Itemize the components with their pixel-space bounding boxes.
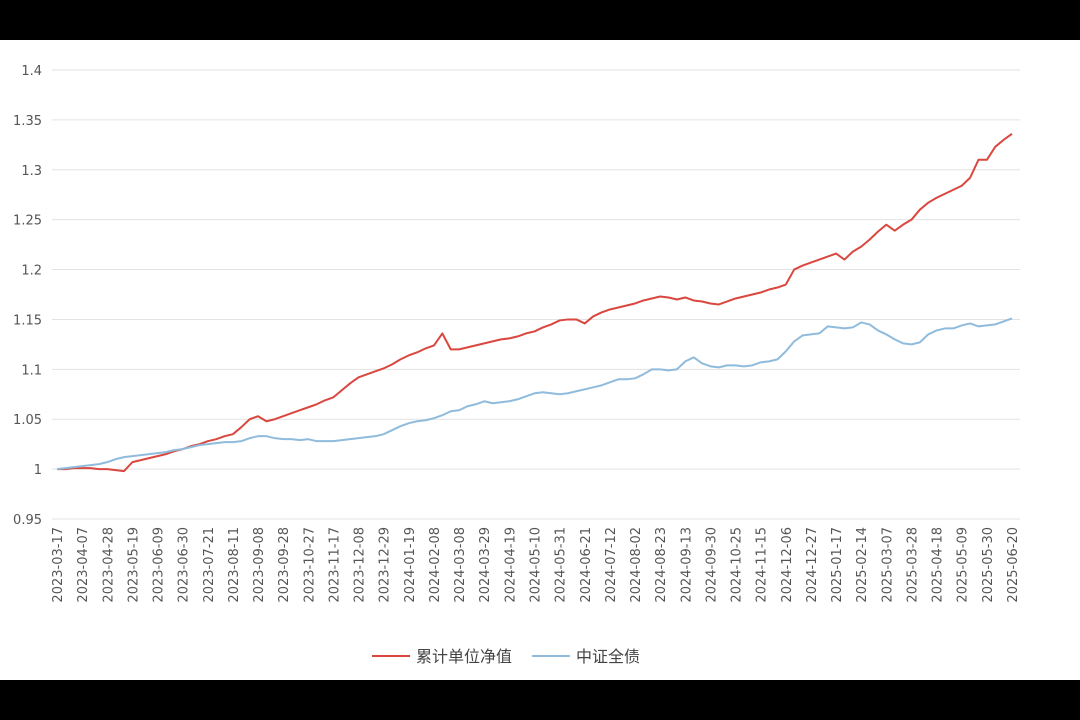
x-tick-label: 2023-06-09 [152,527,167,603]
x-tick-label: 2024-09-30 [704,527,719,603]
x-tick-label: 2024-02-08 [428,527,443,603]
y-tick-label: 1.2 [21,264,42,279]
y-tick-label: 1.35 [13,114,42,129]
x-tick-label: 2023-12-29 [378,527,393,603]
y-tick-label: 1.4 [21,64,42,79]
x-tick-label: 2025-05-30 [981,527,996,603]
y-tick-label: 1.1 [21,363,42,378]
legend-label: 累计单位净值 [416,647,512,666]
x-tick-label: 2023-09-08 [252,527,267,603]
x-tick-label: 2024-09-13 [679,527,694,603]
x-tick-label: 2024-12-06 [780,527,795,603]
y-tick-label: 0.95 [13,513,42,528]
x-tick-label: 2024-05-31 [554,527,569,603]
x-tick-label: 2024-03-29 [478,527,493,603]
x-tick-label: 2024-11-15 [755,527,770,603]
x-tick-label: 2024-05-10 [529,527,544,603]
x-tick-label: 2025-03-07 [880,527,895,603]
x-tick-label: 2025-04-18 [931,527,946,603]
x-tick-label: 2023-09-28 [277,527,292,603]
y-tick-label: 1 [34,463,42,478]
series-line [57,133,1013,473]
x-tick-label: 2024-04-19 [503,527,518,603]
y-tick-label: 1.25 [13,214,42,229]
x-tick-label: 2023-10-27 [302,527,317,603]
x-tick-label: 2023-08-11 [227,527,242,603]
x-tick-label: 2023-06-30 [177,527,192,603]
x-tick-label: 2024-01-19 [403,527,418,603]
x-tick-label: 2025-02-14 [855,527,870,603]
x-tick-label: 2023-05-19 [126,527,141,603]
x-tick-label: 2023-07-21 [202,527,217,603]
legend-label: 中证全债 [576,647,640,666]
x-tick-label: 2025-05-09 [956,527,971,603]
x-tick-label: 2023-12-08 [353,527,368,603]
y-tick-label: 1.3 [21,164,42,179]
x-tick-label: 2025-03-28 [905,527,920,603]
x-tick-label: 2023-11-17 [327,527,342,603]
y-tick-label: 1.05 [13,413,42,428]
x-tick-label: 2023-03-17 [51,527,66,603]
x-tick-label: 2025-01-17 [830,527,845,603]
x-tick-label: 2025-06-20 [1006,527,1021,603]
x-tick-label: 2024-03-08 [453,527,468,603]
chart-background [0,40,1080,680]
x-tick-label: 2024-07-12 [604,527,619,603]
series-line [56,317,1013,471]
x-tick-label: 2024-08-02 [629,527,644,603]
y-tick-label: 1.15 [13,313,42,328]
x-tick-label: 2023-04-07 [76,527,91,603]
x-tick-label: 2024-10-25 [730,527,745,603]
x-tick-label: 2024-06-21 [579,527,594,603]
x-tick-label: 2024-08-23 [654,527,669,603]
x-tick-label: 2023-04-28 [101,527,116,603]
x-tick-label: 2024-12-27 [805,527,820,603]
